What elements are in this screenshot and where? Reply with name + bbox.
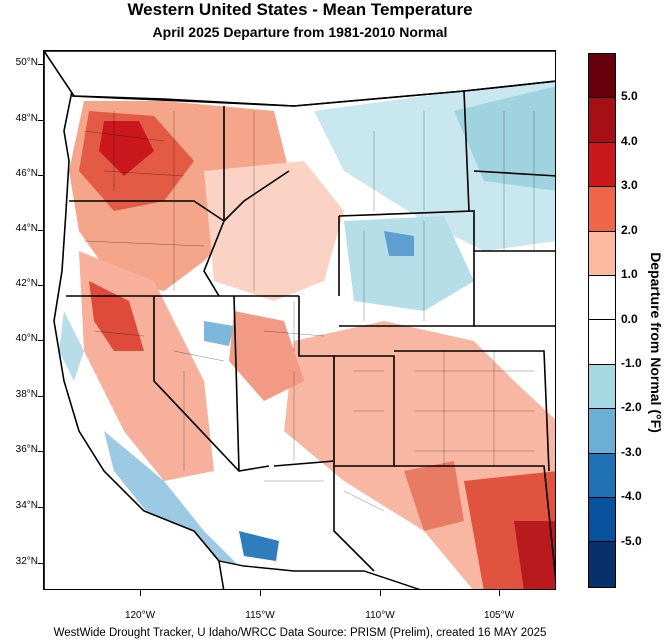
colorbar-swatch: [589, 142, 615, 188]
map-panel: [43, 50, 556, 590]
latitude-label: 44°N: [15, 223, 38, 234]
longitude-label: 120°W: [124, 610, 156, 621]
colorbar-title: Departure from Normal (°F): [648, 252, 664, 433]
colorbar-tick-label: -4.0: [621, 489, 642, 504]
longitude-tick: [140, 590, 141, 596]
colorbar-swatch: [589, 364, 615, 410]
latitude-tick: [38, 175, 43, 176]
latitude-tick: [38, 64, 43, 65]
latitude-tick: [38, 340, 43, 341]
colorbar-tick-label: 4.0: [621, 133, 638, 148]
map-title: Western United States - Mean Temperature: [127, 0, 473, 19]
latitude-label: 50°N: [15, 57, 38, 68]
colorbar-swatch: [589, 453, 615, 499]
longitude-label: 115°W: [245, 610, 275, 621]
colorbar-tick-label: -5.0: [621, 533, 642, 548]
latitude-tick: [38, 230, 43, 231]
latitude-tick: [38, 507, 43, 508]
colorbar-tick-label: 0.0: [621, 311, 638, 326]
colorbar-swatch: [589, 498, 615, 543]
colorbar-swatch: [589, 276, 615, 321]
colorbar-tick-label: 1.0: [621, 267, 638, 282]
colorbar-swatch: [589, 409, 615, 454]
latitude-label: 42°N: [15, 278, 38, 289]
warm-anomaly-regions: [69, 101, 555, 589]
colorbar-tick-label: 2.0: [621, 222, 638, 237]
latitude-tick: [38, 563, 43, 564]
latitude-tick: [38, 396, 43, 397]
colorbar-tick-label: -2.0: [621, 400, 642, 415]
latitude-label: 34°N: [15, 500, 38, 511]
colorbar-tick-label: 3.0: [621, 178, 638, 193]
county-boundaries: [83, 111, 535, 512]
longitude-tick: [499, 590, 500, 596]
state-boundaries: [66, 80, 555, 580]
latitude-label: 32°N: [15, 556, 38, 567]
cool-anomaly-regions: [59, 81, 555, 571]
latitude-label: 36°N: [15, 444, 38, 455]
colorbar: [588, 53, 616, 588]
temperature-map: [44, 51, 555, 589]
latitude-label: 40°N: [15, 333, 38, 344]
latitude-label: 48°N: [15, 113, 38, 124]
colorbar-swatch: [589, 542, 615, 587]
latitude-label: 38°N: [15, 389, 38, 400]
latitude-tick: [38, 451, 43, 452]
longitude-tick: [260, 590, 261, 596]
longitude-tick: [380, 590, 381, 596]
colorbar-swatch: [589, 320, 615, 365]
longitude-label: 110°W: [365, 610, 395, 621]
colorbar-swatch: [589, 187, 615, 232]
colorbar-swatch: [589, 98, 615, 143]
latitude-label: 46°N: [15, 168, 38, 179]
map-subtitle: April 2025 Departure from 1981-2010 Norm…: [152, 24, 448, 40]
colorbar-swatch: [589, 231, 615, 277]
colorbar-swatch: [589, 54, 615, 99]
colorbar-tick-label: -1.0: [621, 355, 642, 370]
latitude-tick: [38, 120, 43, 121]
latitude-tick: [38, 285, 43, 286]
colorbar-tick-label: -3.0: [621, 444, 642, 459]
longitude-label: 105°W: [483, 610, 515, 621]
colorbar-tick-label: 5.0: [621, 89, 638, 104]
footer-credit: WestWide Drought Tracker, U Idaho/WRCC D…: [53, 627, 547, 639]
